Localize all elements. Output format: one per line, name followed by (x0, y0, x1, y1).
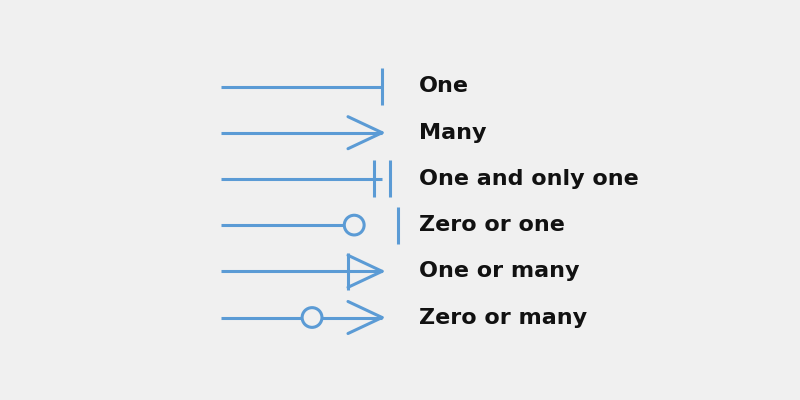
Text: One: One (419, 76, 470, 96)
Text: One and only one: One and only one (419, 169, 639, 189)
Ellipse shape (302, 308, 322, 327)
Text: Zero or one: Zero or one (419, 215, 565, 235)
Text: One or many: One or many (419, 261, 580, 281)
Text: Many: Many (419, 123, 486, 143)
Text: Zero or many: Zero or many (419, 308, 587, 328)
Ellipse shape (344, 215, 364, 235)
